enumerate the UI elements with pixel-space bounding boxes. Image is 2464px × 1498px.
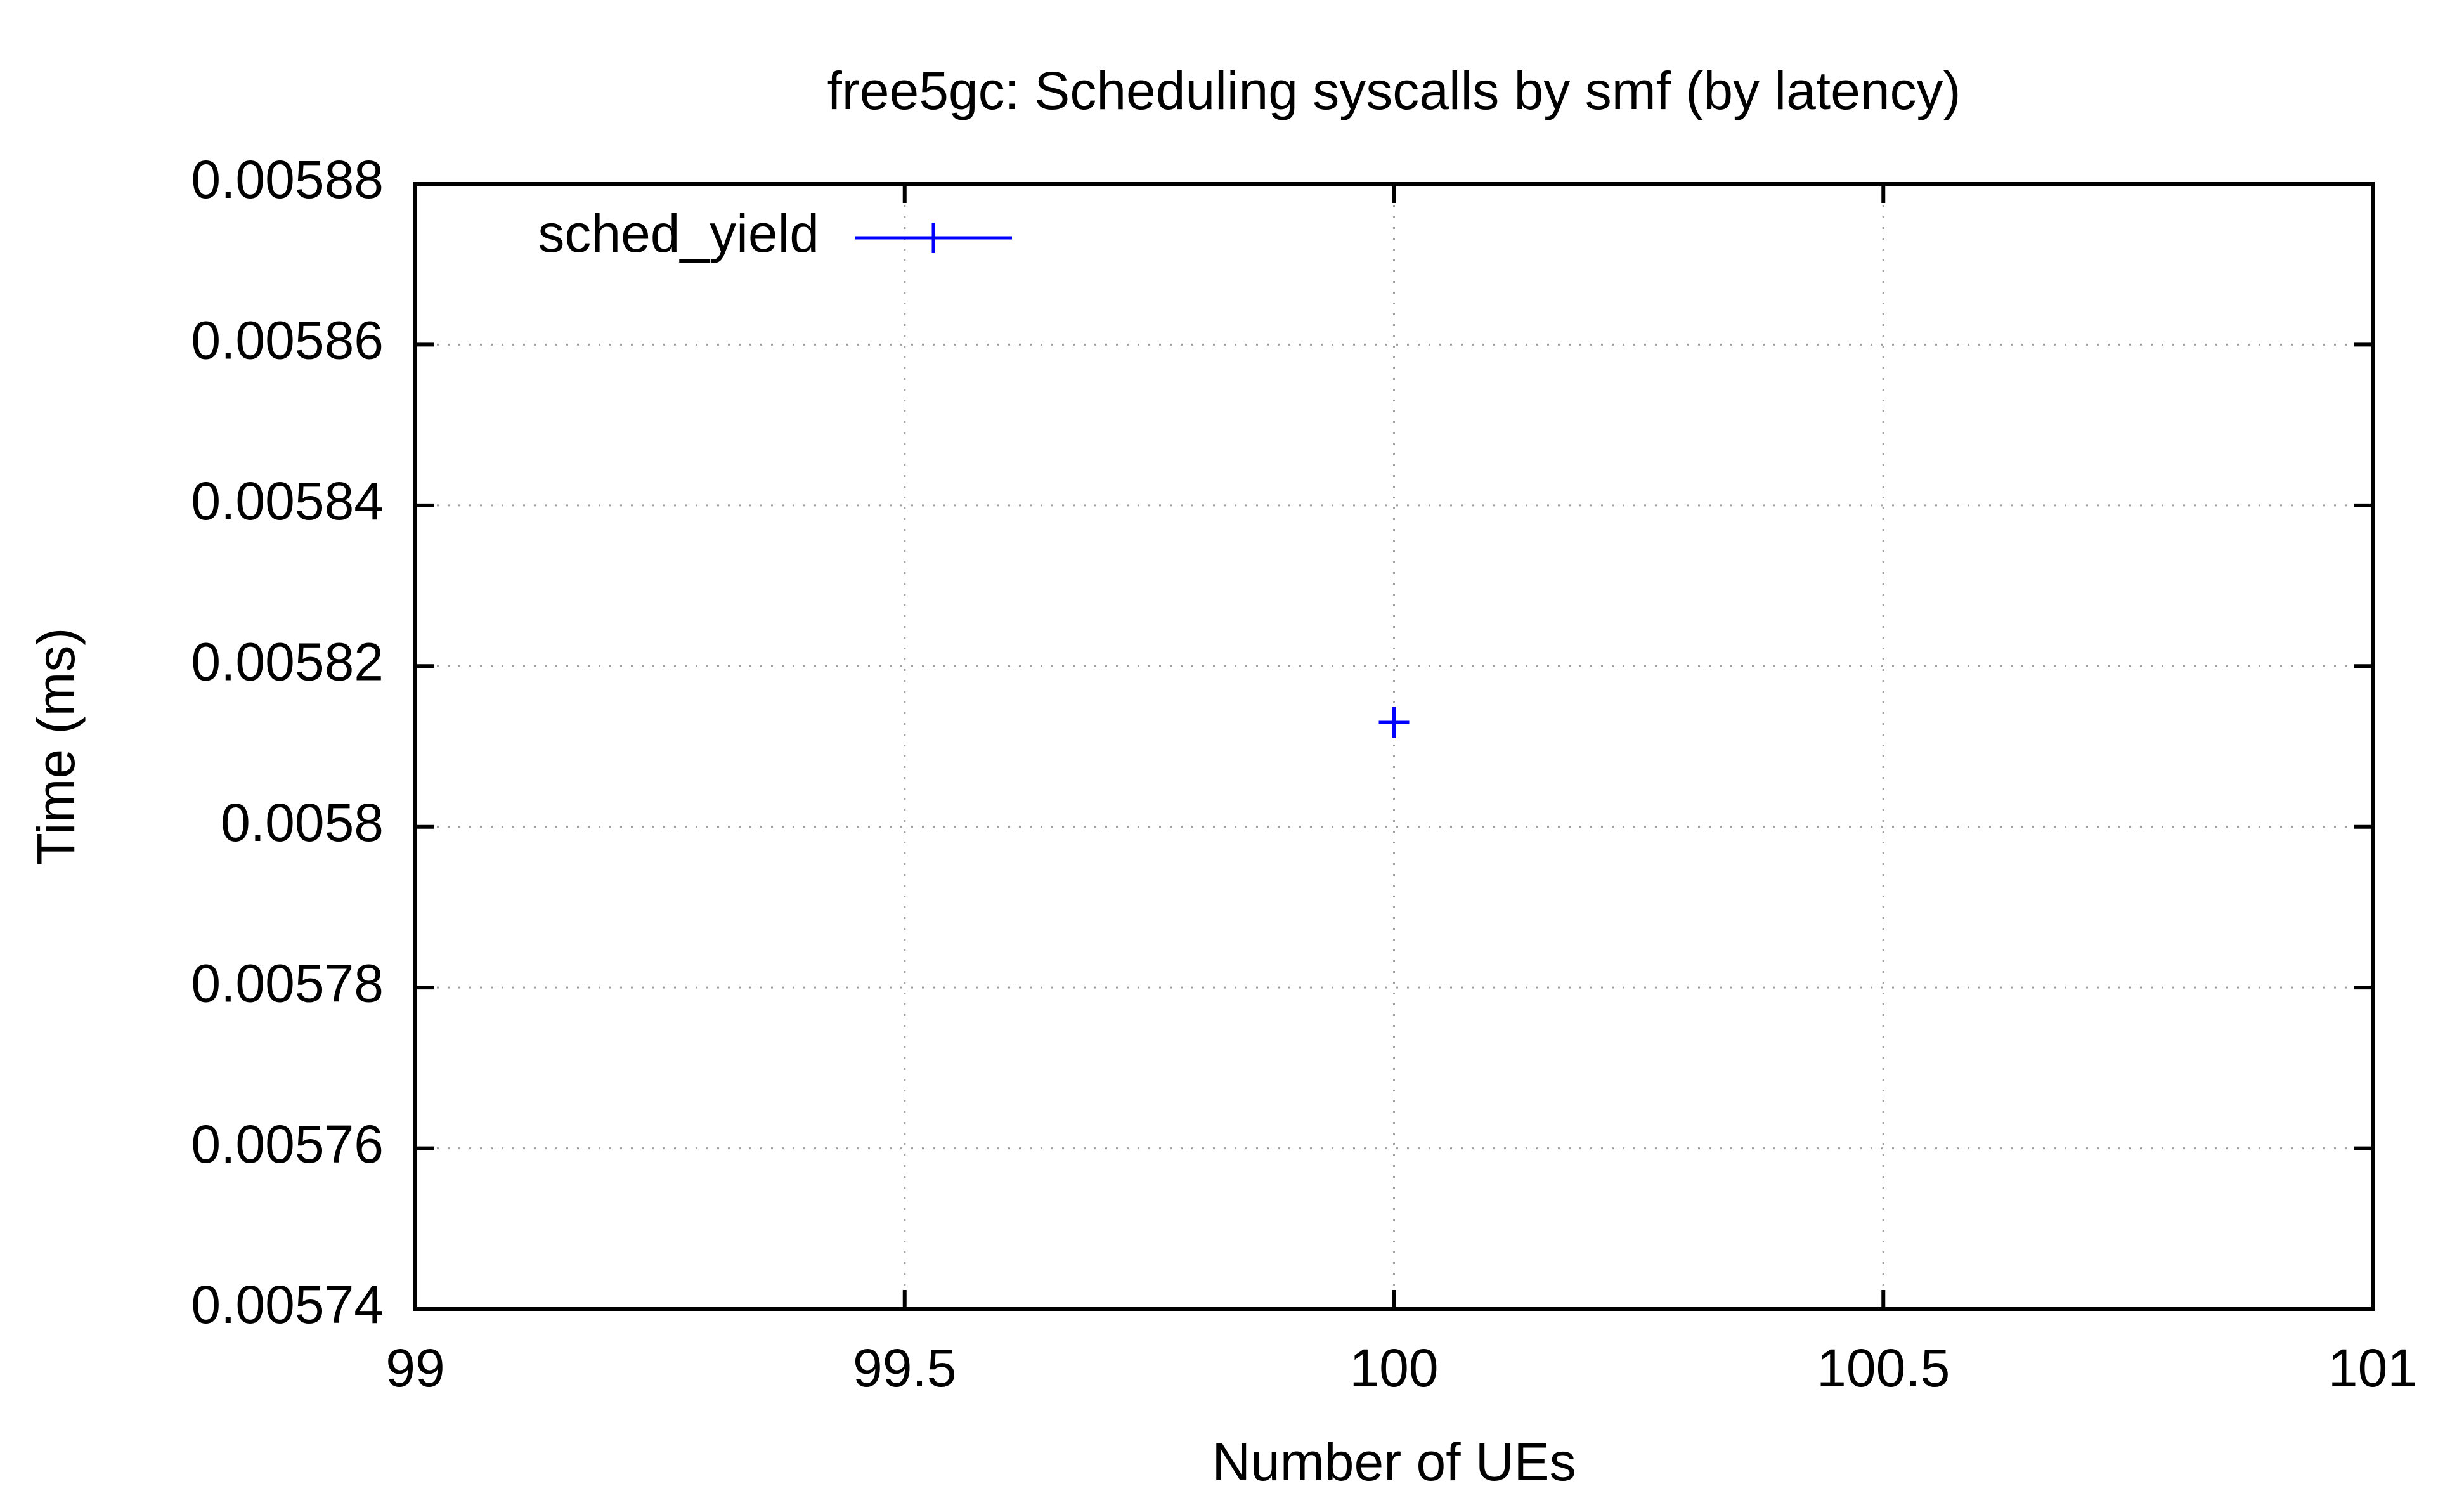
legend-label-sched-yield: sched_yield bbox=[538, 204, 819, 263]
y-tick-label: 0.00588 bbox=[191, 150, 384, 209]
grid-lines bbox=[415, 184, 2373, 1309]
x-axis-title: Number of UEs bbox=[1212, 1432, 1576, 1492]
data-point bbox=[1378, 707, 1410, 738]
x-tick-labels: 99 99.5 100 100.5 101 bbox=[386, 1338, 2417, 1398]
chart-title: free5gc: Scheduling syscalls by smf (by … bbox=[827, 61, 1961, 120]
y-tick-labels: 0.00574 0.00576 0.00578 0.0058 0.00582 0.0058… bbox=[191, 150, 384, 1334]
y-tick-label: 0.0058 bbox=[221, 793, 384, 852]
x-tick-label: 100.5 bbox=[1817, 1338, 1950, 1398]
data-series bbox=[1378, 707, 1410, 738]
x-tick-label: 101 bbox=[2328, 1338, 2417, 1398]
x-tick-label: 100 bbox=[1349, 1338, 1438, 1398]
y-axis-title: Time (ms) bbox=[26, 628, 86, 866]
x-tick-label: 99.5 bbox=[853, 1338, 957, 1398]
y-tick-label: 0.00578 bbox=[191, 953, 384, 1013]
x-tick-label: 99 bbox=[386, 1338, 444, 1398]
y-tick-label: 0.00584 bbox=[191, 471, 384, 531]
plot-area-frame bbox=[413, 182, 2375, 1311]
y-tick-label: 0.00576 bbox=[191, 1114, 384, 1174]
legend: sched_yield bbox=[538, 204, 1012, 263]
y-tick-label: 0.00574 bbox=[191, 1275, 384, 1334]
y-tick-label: 0.00582 bbox=[191, 632, 384, 691]
y-tick-label: 0.00586 bbox=[191, 311, 384, 370]
